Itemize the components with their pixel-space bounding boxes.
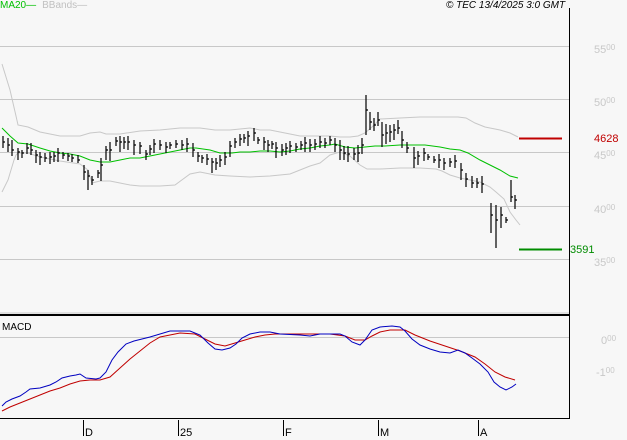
price-axis-label-4500: 4500 xyxy=(594,149,616,162)
resistance-label: 4628 xyxy=(594,133,619,145)
x-tick-label-a: A xyxy=(480,427,488,439)
x-tick-label-m: M xyxy=(380,427,390,439)
price-axis-label-5000: 5000 xyxy=(594,96,616,109)
support-label: 3591 xyxy=(570,244,595,256)
x-tick-label-d: D xyxy=(85,427,93,439)
ohlc-bars xyxy=(2,95,517,248)
price-axis-label-4000: 4000 xyxy=(594,203,616,216)
legend-bbands: BBands— xyxy=(42,0,88,11)
macd-signal-line xyxy=(1,329,516,412)
x-axis-ticks xyxy=(83,420,479,436)
macd-axis-label-0: 000 xyxy=(601,334,617,347)
price-axis-label-5500: 5500 xyxy=(594,43,616,56)
copyright-timestamp: © TEC 13/4/2025 3:0 GMT xyxy=(446,0,566,11)
bollinger-lower-line xyxy=(1,151,521,226)
macd-axis-label-neg1: -100 xyxy=(596,366,615,379)
legend-ma20: MA20— xyxy=(0,0,37,11)
chart-legend: MA20— BBands— xyxy=(0,0,87,11)
macd-title: MACD xyxy=(2,322,32,333)
x-tick-label-25: 25 xyxy=(180,427,193,439)
bollinger-upper-line xyxy=(1,63,519,138)
price-gridlines xyxy=(0,46,569,260)
macd-line xyxy=(1,325,517,407)
x-tick-label-f: F xyxy=(285,427,292,439)
price-axis-label-3500: 3500 xyxy=(594,256,616,269)
ma20-line xyxy=(1,127,519,179)
